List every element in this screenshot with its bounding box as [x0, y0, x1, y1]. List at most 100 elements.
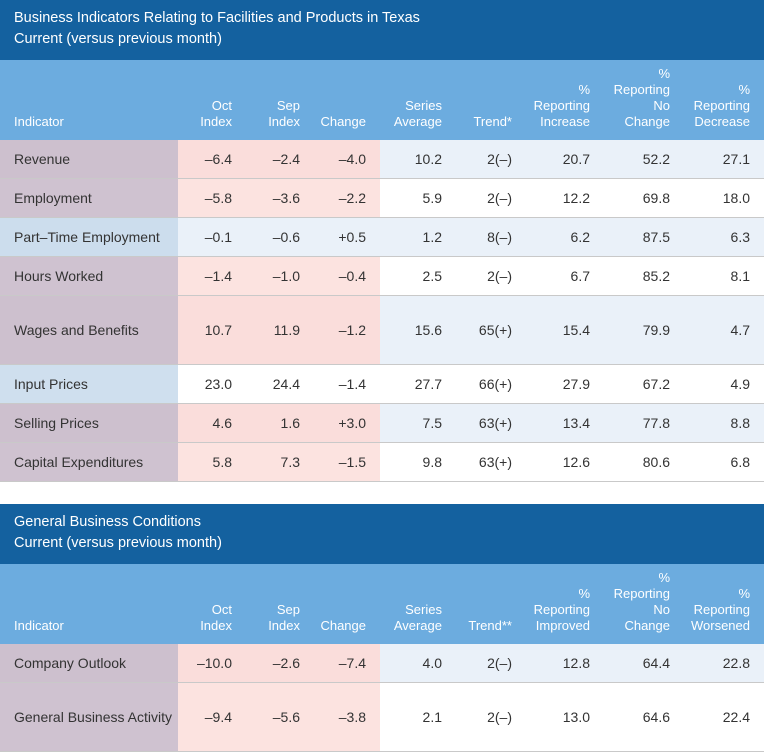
row-indicator: Input Prices — [0, 364, 178, 404]
col-header-sep-index: Sep Index — [246, 60, 314, 140]
cell-trend: 8(–) — [456, 217, 526, 257]
cell-reporting-increase: 20.7 — [526, 140, 604, 179]
row-indicator: Wages and Benefits — [0, 295, 178, 365]
col-header-reporting-improved-line3: Improved — [535, 618, 590, 633]
cell-reporting-no-change: 85.2 — [604, 256, 684, 296]
cell-series-average: 2.1 — [380, 682, 456, 752]
col-header-reporting-increase-line3: Increase — [540, 114, 590, 129]
cell-reporting-no-change: 64.6 — [604, 682, 684, 752]
cell-trend: 66(+) — [456, 364, 526, 404]
cell-reporting-increase: 27.9 — [526, 364, 604, 404]
business-indicators-table: Indicator Oct Index Sep Index Change Ser… — [0, 60, 764, 482]
cell-oct-index: –5.8 — [178, 178, 246, 218]
cell-reporting-increase: 6.2 — [526, 217, 604, 257]
col-header-oct-index: Oct Index — [178, 564, 246, 644]
cell-oct-index: –0.1 — [178, 217, 246, 257]
col-header-reporting-no-change-line3: No — [653, 98, 670, 113]
col-header-reporting-decrease-line2: Reporting — [693, 98, 750, 113]
cell-sep-index: –1.0 — [246, 256, 314, 296]
col-header-trend: Trend* — [456, 60, 526, 140]
table1-caption: Business Indicators Relating to Faciliti… — [0, 0, 764, 60]
col-header-sep-index-line1: Sep — [276, 602, 300, 617]
col-header-sep-index: Sep Index — [246, 564, 314, 644]
cell-change: –2.2 — [314, 178, 380, 218]
table2-header: Indicator Oct Index Sep Index Change Ser… — [0, 564, 764, 644]
cell-series-average: 4.0 — [380, 644, 456, 683]
col-header-reporting-worsened-line3: Worsened — [690, 618, 750, 633]
col-header-oct-index: Oct Index — [178, 60, 246, 140]
cell-reporting-no-change: 77.8 — [604, 403, 684, 443]
facilities-products-panel: Business Indicators Relating to Faciliti… — [0, 0, 764, 482]
table2-body: Company Outlook –10.0 –2.6 –7.4 4.0 2(–)… — [0, 644, 764, 752]
row-indicator: Capital Expenditures — [0, 442, 178, 482]
cell-reporting-no-change: 52.2 — [604, 140, 684, 179]
cell-reporting-increase: 12.2 — [526, 178, 604, 218]
cell-sep-index: –2.6 — [246, 644, 314, 683]
cell-change: –4.0 — [314, 140, 380, 179]
row-indicator: General Business Activity — [0, 682, 178, 752]
cell-oct-index: –9.4 — [178, 682, 246, 752]
cell-trend: 2(–) — [456, 140, 526, 179]
cell-oct-index: 23.0 — [178, 364, 246, 404]
col-header-reporting-worsened-line1: % — [738, 586, 750, 601]
cell-reporting-no-change: 79.9 — [604, 295, 684, 365]
cell-change: –0.4 — [314, 256, 380, 296]
cell-oct-index: –10.0 — [178, 644, 246, 683]
cell-sep-index: 24.4 — [246, 364, 314, 404]
cell-series-average: 10.2 — [380, 140, 456, 179]
cell-change: –1.5 — [314, 442, 380, 482]
col-header-sep-index-line1: Sep — [276, 98, 300, 113]
cell-reporting-improved: 12.8 — [526, 644, 604, 683]
table1-caption-line2: Current (versus previous month) — [14, 31, 222, 47]
cell-trend: 2(–) — [456, 682, 526, 752]
col-header-reporting-improved-line1: % — [578, 586, 590, 601]
cell-reporting-increase: 12.6 — [526, 442, 604, 482]
table1-caption-line1: Business Indicators Relating to Faciliti… — [14, 10, 420, 26]
table-row: Wages and Benefits 10.7 11.9 –1.2 15.6 6… — [0, 295, 764, 365]
col-header-reporting-decrease: % Reporting Decrease — [684, 60, 764, 140]
row-indicator: Selling Prices — [0, 403, 178, 443]
col-header-series-average-line2: Average — [393, 618, 442, 633]
cell-change: +0.5 — [314, 217, 380, 257]
cell-reporting-decrease: 6.8 — [684, 442, 764, 482]
general-business-conditions-panel: General Business Conditions Current (ver… — [0, 504, 764, 752]
cell-reporting-decrease: 18.0 — [684, 178, 764, 218]
cell-reporting-no-change: 87.5 — [604, 217, 684, 257]
table-row: Capital Expenditures 5.8 7.3 –1.5 9.8 63… — [0, 442, 764, 482]
col-header-reporting-no-change-line3: No — [653, 602, 670, 617]
row-indicator: Revenue — [0, 140, 178, 179]
col-header-sep-index-line2: Index — [268, 114, 300, 129]
col-header-reporting-worsened-line2: Reporting — [693, 602, 750, 617]
col-header-reporting-no-change-line2: Reporting — [613, 586, 670, 601]
cell-series-average: 15.6 — [380, 295, 456, 365]
cell-oct-index: –6.4 — [178, 140, 246, 179]
col-header-reporting-no-change: % Reporting No Change — [604, 564, 684, 644]
col-header-indicator: Indicator — [0, 60, 178, 140]
cell-reporting-decrease: 4.9 — [684, 364, 764, 404]
cell-reporting-decrease: 4.7 — [684, 295, 764, 365]
table2-header-row: Indicator Oct Index Sep Index Change Ser… — [0, 564, 764, 644]
cell-reporting-no-change: 67.2 — [604, 364, 684, 404]
row-indicator: Company Outlook — [0, 644, 178, 683]
cell-trend: 63(+) — [456, 403, 526, 443]
col-header-series-average-line1: Series — [405, 98, 442, 113]
cell-reporting-no-change: 69.8 — [604, 178, 684, 218]
col-header-reporting-no-change-line4: Change — [624, 114, 670, 129]
cell-sep-index: 7.3 — [246, 442, 314, 482]
cell-reporting-improved: 13.0 — [526, 682, 604, 752]
panel-separator — [0, 482, 764, 504]
cell-trend: 2(–) — [456, 644, 526, 683]
cell-oct-index: 4.6 — [178, 403, 246, 443]
cell-reporting-decrease: 8.8 — [684, 403, 764, 443]
table2-caption: General Business Conditions Current (ver… — [0, 504, 764, 564]
table-row: Selling Prices 4.6 1.6 +3.0 7.5 63(+) 13… — [0, 403, 764, 443]
table-row: Part–Time Employment –0.1 –0.6 +0.5 1.2 … — [0, 217, 764, 257]
cell-reporting-increase: 15.4 — [526, 295, 604, 365]
cell-series-average: 2.5 — [380, 256, 456, 296]
col-header-reporting-increase-line2: Reporting — [533, 98, 590, 113]
col-header-trend: Trend** — [456, 564, 526, 644]
col-header-reporting-improved: % Reporting Improved — [526, 564, 604, 644]
cell-change: –7.4 — [314, 644, 380, 683]
col-header-reporting-no-change-line4: Change — [624, 618, 670, 633]
col-header-reporting-improved-line2: Reporting — [533, 602, 590, 617]
